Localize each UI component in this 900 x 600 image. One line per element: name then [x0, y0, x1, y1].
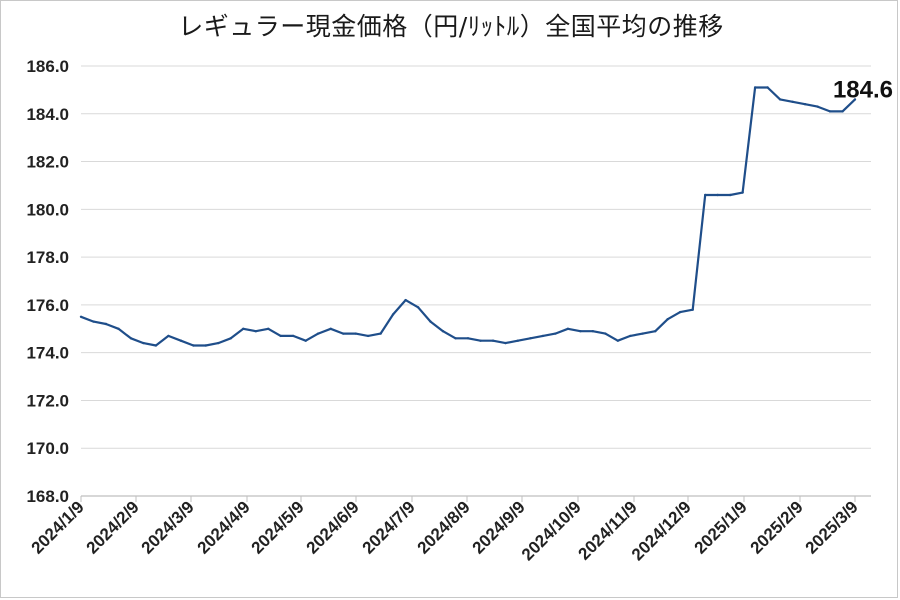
- data-point: [104, 322, 108, 326]
- data-point: [179, 339, 183, 342]
- x-tick-label: 2025/3/9: [802, 497, 862, 557]
- data-point: [778, 98, 782, 101]
- data-point: [441, 330, 445, 333]
- data-point: [666, 318, 669, 321]
- data-point: [192, 344, 195, 347]
- data-point: [466, 337, 470, 340]
- x-tick-label: 2025/1/9: [691, 497, 751, 557]
- data-point: [541, 334, 545, 338]
- data-point: [479, 339, 482, 342]
- x-tick-label: 2024/3/9: [138, 497, 198, 557]
- data-point: [379, 332, 382, 335]
- data-point: [791, 100, 794, 104]
- data-point: [242, 327, 245, 330]
- data-point: [317, 332, 320, 335]
- data-point: [354, 332, 357, 335]
- data-point: [304, 339, 307, 342]
- data-point: [229, 337, 232, 340]
- data-point: [566, 327, 570, 330]
- data-point: [753, 86, 757, 89]
- data-point: [803, 103, 807, 106]
- data-point: [766, 86, 769, 89]
- data-point: [504, 341, 507, 345]
- data-point: [516, 339, 520, 342]
- data-point: [691, 308, 694, 311]
- data-point: [142, 341, 145, 345]
- data-point: [554, 332, 557, 335]
- data-point: [342, 332, 345, 335]
- data-point: [267, 327, 270, 330]
- data-point: [579, 330, 582, 333]
- data-point: [416, 306, 420, 309]
- x-tick-label: 2024/6/9: [303, 497, 363, 557]
- data-point: [716, 193, 719, 197]
- y-tick-label: 168.0: [26, 487, 69, 506]
- latest-value-label: 184.6: [833, 76, 893, 103]
- y-tick-label: 176.0: [26, 296, 69, 315]
- data-point: [129, 337, 133, 340]
- x-tick-label: 2024/12/9: [628, 497, 695, 564]
- data-point: [841, 110, 844, 113]
- data-point: [816, 105, 819, 108]
- data-point: [729, 193, 732, 197]
- chart-title: レギュラー現金価格（円/ﾘｯﾄﾙ）全国平均の推移: [178, 12, 724, 41]
- y-tick-label: 184.0: [26, 105, 69, 124]
- x-tick-label: 2024/5/9: [248, 497, 308, 557]
- data-point: [391, 313, 395, 316]
- data-point: [679, 310, 682, 314]
- data-point: [616, 339, 619, 342]
- data-point: [117, 327, 120, 330]
- data-point: [167, 334, 170, 338]
- x-tick-label: 2024/10/9: [518, 497, 585, 564]
- y-tick-label: 178.0: [26, 248, 69, 267]
- y-tick-label: 170.0: [26, 439, 69, 458]
- y-tick-label: 182.0: [26, 153, 69, 172]
- data-point: [217, 341, 220, 345]
- x-tick-label: 2024/4/9: [194, 497, 254, 557]
- x-tick-label: 2024/2/9: [83, 497, 143, 557]
- x-tick-label: 2024/7/9: [359, 497, 419, 557]
- data-point: [329, 327, 332, 330]
- data-point: [292, 334, 295, 338]
- data-point: [641, 332, 644, 335]
- x-tick-label: 2024/1/9: [28, 497, 88, 557]
- data-point: [604, 332, 607, 335]
- data-point: [154, 344, 158, 347]
- series-line: [80, 86, 856, 347]
- data-point: [591, 330, 594, 333]
- y-tick-label: 172.0: [26, 391, 69, 410]
- data-point: [366, 334, 370, 338]
- data-point: [853, 98, 857, 101]
- x-tick-label: 2024/8/9: [414, 497, 474, 557]
- data-point: [454, 337, 457, 340]
- data-point: [529, 337, 532, 340]
- data-point: [629, 334, 632, 338]
- data-point: [828, 110, 832, 113]
- data-point: [92, 320, 95, 323]
- data-point: [204, 344, 207, 347]
- x-tick-label: 2025/2/9: [747, 497, 807, 557]
- data-point: [79, 315, 83, 318]
- data-point: [654, 330, 657, 333]
- y-tick-label: 180.0: [26, 200, 69, 219]
- y-tick-label: 174.0: [26, 344, 69, 363]
- data-point: [254, 330, 257, 333]
- data-point: [491, 339, 495, 342]
- data-point: [279, 334, 282, 338]
- data-point: [404, 298, 407, 302]
- y-tick-label: 186.0: [26, 57, 69, 76]
- data-point: [429, 320, 432, 323]
- data-point: [741, 191, 744, 194]
- data-point: [704, 193, 707, 197]
